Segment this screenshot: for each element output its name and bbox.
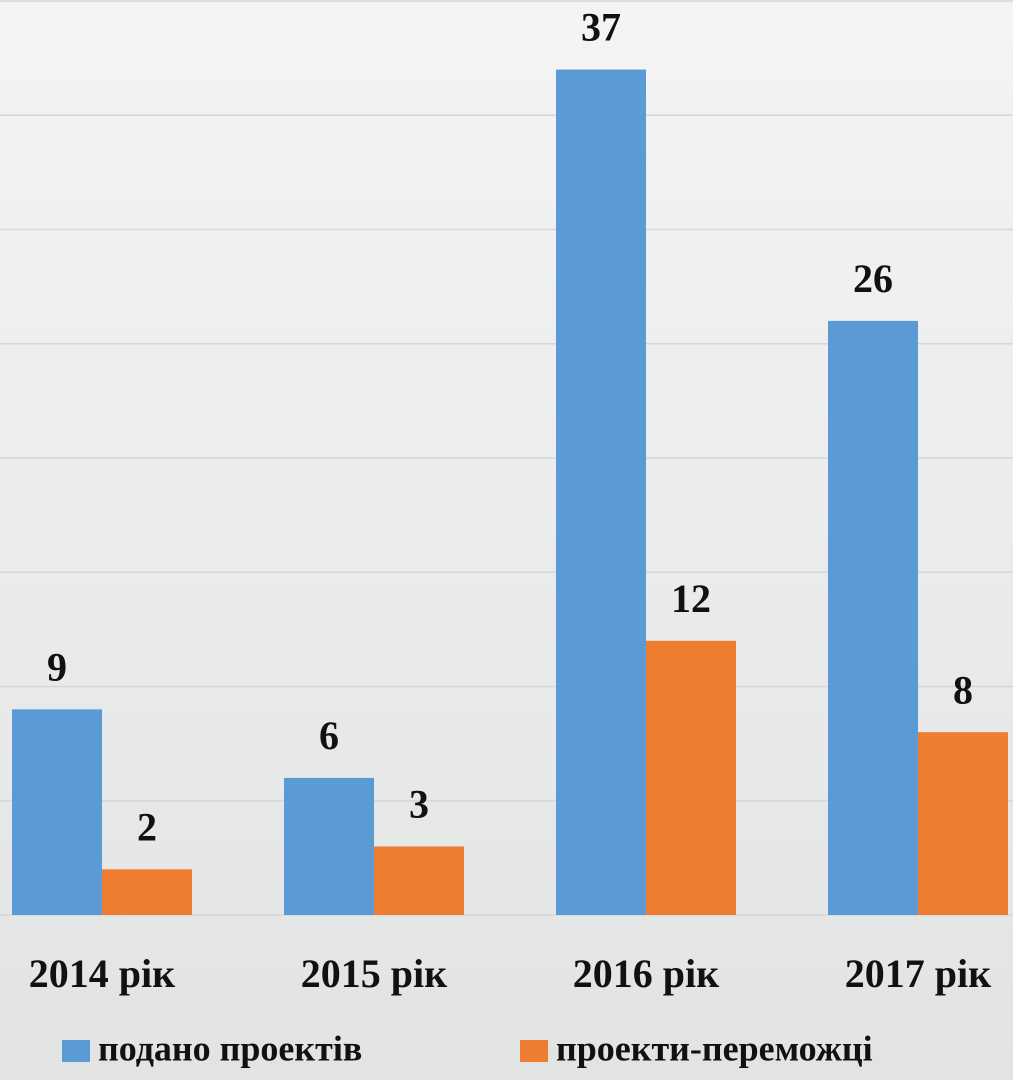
value-label: 9 [47, 645, 67, 690]
bar [284, 777, 374, 915]
bar [918, 732, 1008, 915]
bar [556, 69, 646, 916]
bar [646, 640, 736, 915]
bar [12, 709, 102, 915]
value-label: 2 [137, 804, 157, 849]
legend-swatch [520, 1040, 548, 1062]
value-label: 8 [953, 667, 973, 712]
bar [102, 869, 192, 915]
legend-label: проекти-переможці [556, 1028, 873, 1068]
value-label: 12 [671, 576, 711, 621]
x-tick-label: 2016 рік [573, 951, 719, 996]
x-tick-label: 2017 рік [845, 951, 991, 996]
bar [828, 320, 918, 915]
value-label: 3 [409, 782, 429, 827]
x-tick-label: 2014 рік [29, 951, 175, 996]
value-label: 37 [581, 5, 621, 50]
x-tick-label: 2015 рік [301, 951, 447, 996]
value-label: 6 [319, 713, 339, 758]
legend-label: подано проектів [98, 1028, 362, 1068]
value-label: 26 [853, 256, 893, 301]
legend-swatch [62, 1040, 90, 1062]
bar [374, 846, 464, 915]
